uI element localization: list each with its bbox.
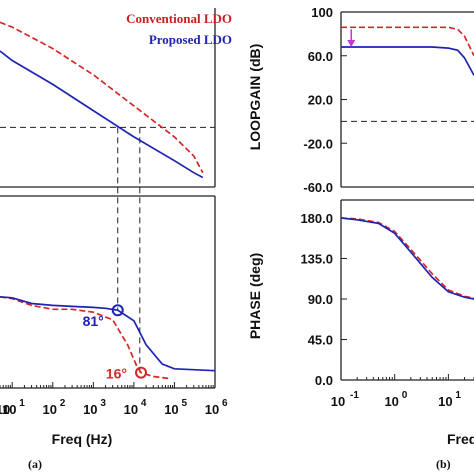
legend-proposed: Proposed LDO (149, 32, 232, 47)
b-xtick-exponent: -1 (350, 390, 359, 401)
b-bottom-ytick-label: 90.0 (308, 292, 333, 307)
b-xtick-label: 10 (331, 394, 345, 409)
panel-label-b: (b) (436, 457, 451, 471)
a-top-series-proposed (0, 50, 204, 179)
b-top-series-proposed (341, 46, 474, 76)
b-xtick-exponent: 0 (402, 390, 408, 401)
b-top-ytick-label: 100 (311, 5, 333, 20)
b-bottom-ytick-label: 0.0 (315, 373, 333, 388)
a-xtick-label: 10 (164, 402, 178, 417)
a-xtick-exponent: 6 (222, 398, 228, 409)
a-xtick-exponent: 4 (141, 398, 147, 409)
phase-margin-label-proposed: 81° (83, 313, 104, 329)
a-xtick-exponent: 1 (19, 398, 25, 409)
b-bottom-series-proposed (340, 217, 474, 300)
b-bottom-ytick-label: 180.0 (300, 211, 333, 226)
a-xtick-label-edge: 10 (0, 402, 10, 417)
xlabel-a: Freq (Hz) (52, 431, 113, 447)
a-xtick-label: 10 (124, 402, 138, 417)
a-bottom-series-conventional (0, 295, 169, 380)
a-xtick-exponent: 5 (181, 398, 187, 409)
legend-conventional: Conventional LDO (126, 11, 232, 26)
phase-margin-label-conventional: 16° (106, 366, 127, 382)
b-xtick-label: 10 (384, 394, 398, 409)
a-xtick-label: 10 (83, 402, 97, 417)
b-top-ytick-label: -60.0 (303, 180, 333, 195)
ylabel-loopgain: LOOPGAIN (dB) (247, 44, 263, 151)
a-bottom-series-proposed (0, 295, 216, 372)
b-xtick-label: 10 (438, 394, 452, 409)
phase-margin-marker-proposed (111, 304, 124, 317)
a-xtick-exponent: 2 (60, 398, 66, 409)
b-xtick-exponent: 1 (455, 390, 461, 401)
ylabel-phase: PHASE (deg) (247, 253, 263, 339)
b-top-series-conventional (341, 26, 474, 57)
xlabel-b: Freq (447, 431, 474, 447)
b-bottom-ytick-label: 135.0 (300, 252, 333, 267)
gain-reduction-arrow-head (347, 40, 356, 47)
b-bottom-series-conventional (340, 217, 474, 299)
phase-margin-marker-conventional (135, 366, 148, 379)
b-top-ytick-label: 20.0 (308, 93, 333, 108)
b-top-ytick-label: 60.0 (308, 49, 333, 64)
a-xtick-exponent: 3 (100, 398, 106, 409)
a-xtick-label: 10 (205, 402, 219, 417)
a-top-series-conventional (0, 21, 204, 174)
panel-label-a: (a) (28, 457, 42, 471)
a-xtick-label: 10 (2, 402, 16, 417)
b-bottom-ytick-label: 45.0 (308, 333, 333, 348)
b-top-ytick-label: -20.0 (303, 136, 333, 151)
a-xtick-label: 10 (43, 402, 57, 417)
